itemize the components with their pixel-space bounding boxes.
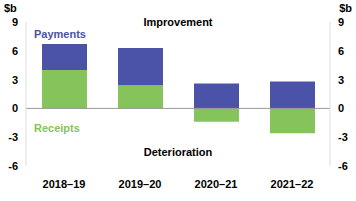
html-text:Improvement: Improvement [143,16,213,28]
svg-text:2020–21: 2020–21 [195,178,238,190]
svg-text:9: 9 [338,16,344,28]
html-text:$b: $b [339,2,352,14]
html-text:Deterioration: Deterioration [143,146,213,158]
svg-text:-3: -3 [338,131,348,143]
svg-text:3: 3 [12,74,18,86]
svg-text:6: 6 [338,45,344,57]
svg-text:-6: -6 [338,160,348,172]
svg-text:9: 9 [12,16,18,28]
svg-text:-3: -3 [8,131,18,143]
svg-text:2018–19: 2018–19 [43,178,86,190]
svg-text:0: 0 [12,102,18,114]
svg-text:-6: -6 [8,160,18,172]
html-text:$b: $b [4,2,17,14]
svg-text:6: 6 [12,45,18,57]
svg-text:3: 3 [338,74,344,86]
svg-text:2019–20: 2019–20 [119,178,162,190]
svg-text:2021–22: 2021–22 [271,178,314,190]
html-text:Payments: Payments [34,28,86,40]
svg-text:0: 0 [338,102,344,114]
html-text:Receipts: Receipts [34,122,80,134]
